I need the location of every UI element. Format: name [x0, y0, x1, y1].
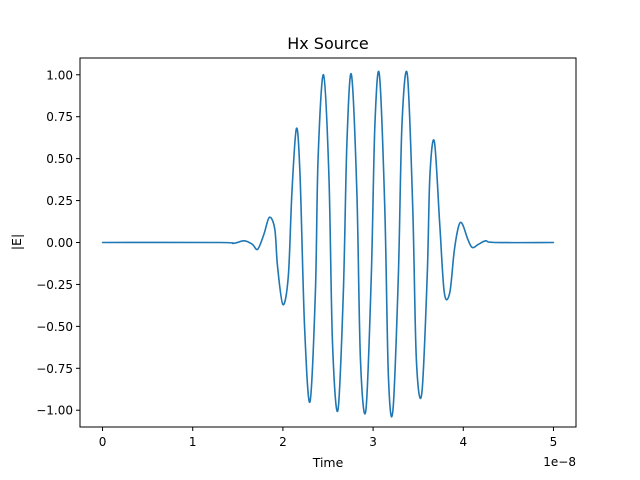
series-line-0 [101, 70, 555, 418]
x-axis-offset-label: 1e−8 [543, 455, 576, 469]
x-tick-label: 4 [459, 435, 467, 449]
y-axis-label: |E| [9, 234, 24, 250]
y-tick-label: −0.50 [36, 320, 73, 334]
chart-title: Hx Source [287, 34, 369, 53]
x-tick-label: 2 [279, 435, 287, 449]
x-tick-label: 3 [369, 435, 377, 449]
y-tick-label: 0.75 [46, 110, 73, 124]
y-tick-label: −0.25 [36, 278, 73, 292]
y-tick-label: 0.25 [46, 194, 73, 208]
x-axis-ticks: 0 1 2 3 4 5 [99, 427, 558, 449]
x-tick-label: 5 [550, 435, 558, 449]
y-tick-label: 1.00 [46, 68, 73, 82]
y-axis-ticks: 1.00 0.75 0.50 0.25 0.00 −0.25 −0.50 −0.75 −1.00 [36, 68, 80, 418]
y-tick-label: −1.00 [36, 404, 73, 418]
y-tick-label: 0.50 [46, 152, 73, 166]
series-layer [101, 70, 555, 418]
x-axis-label: Time [312, 455, 344, 470]
x-tick-label: 0 [99, 435, 107, 449]
y-tick-label: 0.00 [46, 236, 73, 250]
x-tick-label: 1 [189, 435, 197, 449]
y-tick-label: −0.75 [36, 362, 73, 376]
